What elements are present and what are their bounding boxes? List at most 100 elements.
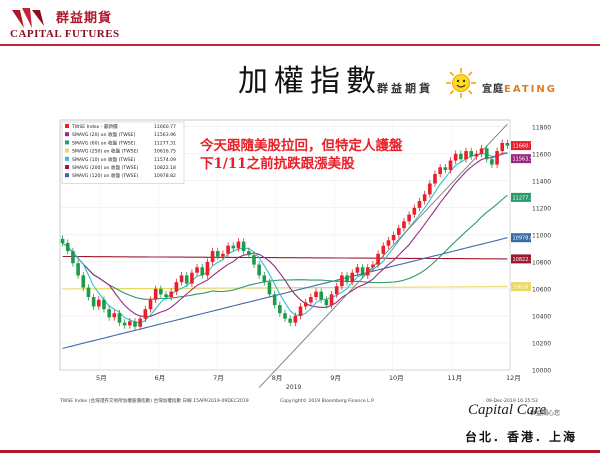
value-tag [511,282,531,292]
candle [324,299,329,306]
ma250-line [62,286,508,290]
x-tick-label: 7月 [213,374,224,382]
candle [484,148,489,160]
value-tag-label: 11277.31 [513,195,537,201]
legend-label: SMAVG (120) on 收盤 (TWSE) [72,172,138,179]
candle [267,282,272,295]
candle [453,153,458,161]
candle [138,318,142,327]
footer-divider [0,450,600,453]
value-tag-label: 10822.18 [513,257,537,263]
candle [159,288,163,295]
candle [464,151,468,160]
legend-swatch [65,173,69,178]
y-tick-label: 11200 [532,205,551,212]
legend-label: SMAVG (20) on 收盤 (TWSE) [72,131,136,138]
candle [91,297,96,307]
value-tag [511,254,531,264]
y-tick-label: 10200 [532,340,551,347]
y-tick-label: 10400 [532,313,551,320]
candle [293,315,298,323]
legend-label: SMAVG (60) on 收盤 (TWSE) [72,139,136,146]
x-tick-label: 8月 [272,374,283,382]
candle [490,159,494,165]
candle [215,251,220,257]
candle [179,275,184,283]
legend-value: 11277.31 [154,140,176,146]
twse-index-chart: 10000 10200 10400 10600 10800 11000 11200 11400… [59,119,551,404]
candle [495,151,499,165]
x-tick-label: 9月 [330,374,341,382]
candle [319,291,324,300]
legend-swatch [65,124,69,128]
candle [169,291,174,298]
candle [252,255,256,265]
candle [438,167,442,175]
candle [60,238,65,243]
candle [283,313,287,319]
candle [221,253,225,257]
header-divider [0,44,600,46]
candle [340,275,344,287]
candle [402,221,406,229]
x-tick-label: 5月 [96,374,107,382]
legend-value: 10822.18 [154,165,176,171]
ma20-line [62,152,508,317]
page-title: 加權指數 [238,64,382,99]
candle [288,318,292,323]
candle [396,228,401,235]
candle [433,174,437,184]
candle [226,245,230,254]
candle [246,251,251,256]
value-tag-label: 10978.82 [513,236,537,242]
candle [443,167,448,170]
candle [309,297,313,303]
candle [371,264,375,268]
candle [298,306,303,316]
candle [391,234,396,241]
y-tick-label: 11400 [532,178,551,185]
candle [314,291,318,298]
candle [422,194,427,202]
chart-source-center: Copyright© 2019 Bloomberg Finance L.P. [280,397,375,404]
ma200-line [62,255,508,260]
candle [407,214,411,222]
candle [195,267,199,273]
value-tag-label: 11660.77 [513,144,537,150]
candle [86,287,91,298]
candle [143,309,148,319]
candle [272,294,277,306]
candle [329,294,334,306]
value-tag [511,154,531,164]
candle [153,288,158,300]
legend-swatch [65,132,69,137]
value-tag [511,192,531,202]
candle [102,299,106,310]
capital-care-sub: 群益關心您 [530,410,561,417]
y-tick-label: 10000 [532,368,551,375]
candle [133,321,137,327]
y-tick-label: 10800 [532,259,551,266]
candle [428,183,432,195]
candle [262,275,267,283]
candle [412,207,417,215]
y-tick-label: 11600 [532,151,551,158]
candle [241,241,246,252]
chart-source-left: TWSE Index (台灣證券交易所加權股價指數) 台灣加權指數 日線 15A… [59,397,249,404]
legend-value: 11574.09 [154,157,176,163]
candle [184,275,189,284]
candle [459,153,463,160]
candle [174,282,179,292]
candle [200,267,205,276]
company-name-en: CAPITAL FUTURES [10,28,120,40]
legend-value: 11660.77 [154,124,176,130]
candle [278,305,282,314]
x-tick-label: 6月 [155,374,166,382]
candle [345,275,349,283]
ma120-line [62,237,508,349]
candle [334,286,339,295]
legend-label: SMAVG (10) on 收盤 (TWSE) [72,156,136,163]
candle [122,322,127,326]
candle [469,151,474,157]
candle [236,241,241,249]
